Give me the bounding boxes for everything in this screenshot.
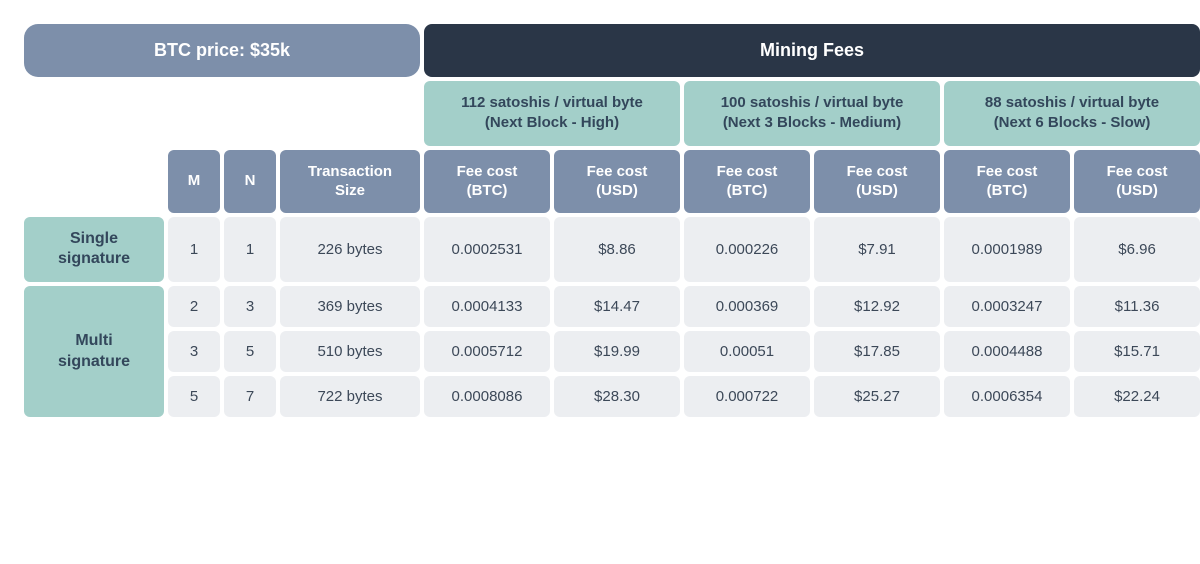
cell-fee-usd: $17.85 bbox=[814, 331, 940, 372]
col-fee-btc-1: Fee cost (BTC) bbox=[684, 150, 810, 213]
col-fee-btc-2: Fee cost (BTC) bbox=[944, 150, 1070, 213]
col-fee-usd-2: Fee cost (USD) bbox=[1074, 150, 1200, 213]
cell-fee-usd: $25.27 bbox=[814, 376, 940, 417]
cell-fee-btc: 0.0005712 bbox=[424, 331, 550, 372]
cell-size: 510 bytes bbox=[280, 331, 420, 372]
cell-size: 722 bytes bbox=[280, 376, 420, 417]
col-m: M bbox=[168, 150, 220, 213]
row-group-multi: Multi signature bbox=[24, 286, 164, 417]
tier-high-line1: 112 satoshis / virtual byte bbox=[461, 94, 643, 111]
cell-m: 1 bbox=[168, 217, 220, 283]
tier-medium: 100 satoshis / virtual byte (Next 3 Bloc… bbox=[684, 81, 940, 146]
cell-size: 369 bytes bbox=[280, 286, 420, 327]
cell-fee-usd: $15.71 bbox=[1074, 331, 1200, 372]
table-row: 3 5 510 bytes 0.0005712 $19.99 0.00051 $… bbox=[24, 331, 1200, 372]
table-row: Multi signature 2 3 369 bytes 0.0004133 … bbox=[24, 286, 1200, 327]
tier-slow: 88 satoshis / virtual byte (Next 6 Block… bbox=[944, 81, 1200, 146]
cell-m: 5 bbox=[168, 376, 220, 417]
tier-high: 112 satoshis / virtual byte (Next Block … bbox=[424, 81, 680, 146]
cell-fee-btc: 0.00051 bbox=[684, 331, 810, 372]
tier-slow-line2: (Next 6 Blocks - Slow) bbox=[994, 114, 1151, 131]
btc-price-pill: BTC price: $35k bbox=[24, 24, 420, 77]
cell-fee-btc: 0.0002531 bbox=[424, 217, 550, 283]
cell-fee-btc: 0.0004133 bbox=[424, 286, 550, 327]
cell-fee-btc: 0.000369 bbox=[684, 286, 810, 327]
tier-slow-line1: 88 satoshis / virtual byte bbox=[985, 94, 1159, 111]
cell-fee-btc: 0.0003247 bbox=[944, 286, 1070, 327]
table-row: Single signature 1 1 226 bytes 0.0002531… bbox=[24, 217, 1200, 283]
col-fee-usd-0: Fee cost (USD) bbox=[554, 150, 680, 213]
cell-fee-usd: $22.24 bbox=[1074, 376, 1200, 417]
cell-fee-usd: $28.30 bbox=[554, 376, 680, 417]
col-tx-size: Transaction Size bbox=[280, 150, 420, 213]
cell-n: 5 bbox=[224, 331, 276, 372]
spacer bbox=[24, 150, 164, 213]
tier-medium-line2: (Next 3 Blocks - Medium) bbox=[723, 114, 901, 131]
cell-fee-btc: 0.000722 bbox=[684, 376, 810, 417]
cell-fee-usd: $6.96 bbox=[1074, 217, 1200, 283]
cell-fee-usd: $11.36 bbox=[1074, 286, 1200, 327]
cell-fee-btc: 0.0008086 bbox=[424, 376, 550, 417]
tier-high-line2: (Next Block - High) bbox=[485, 114, 619, 131]
col-fee-btc-0: Fee cost (BTC) bbox=[424, 150, 550, 213]
cell-m: 3 bbox=[168, 331, 220, 372]
col-fee-usd-1: Fee cost (USD) bbox=[814, 150, 940, 213]
cell-n: 1 bbox=[224, 217, 276, 283]
mining-fees-table: BTC price: $35k Mining Fees 112 satoshis… bbox=[20, 20, 1200, 421]
cell-fee-usd: $12.92 bbox=[814, 286, 940, 327]
cell-fee-btc: 0.0004488 bbox=[944, 331, 1070, 372]
cell-m: 2 bbox=[168, 286, 220, 327]
cell-n: 7 bbox=[224, 376, 276, 417]
table-row: 5 7 722 bytes 0.0008086 $28.30 0.000722 … bbox=[24, 376, 1200, 417]
cell-size: 226 bytes bbox=[280, 217, 420, 283]
spacer bbox=[24, 81, 420, 146]
cell-fee-usd: $8.86 bbox=[554, 217, 680, 283]
mining-fees-header: Mining Fees bbox=[424, 24, 1200, 77]
cell-fee-usd: $19.99 bbox=[554, 331, 680, 372]
col-n: N bbox=[224, 150, 276, 213]
row-group-single: Single signature bbox=[24, 217, 164, 283]
cell-fee-usd: $7.91 bbox=[814, 217, 940, 283]
cell-n: 3 bbox=[224, 286, 276, 327]
cell-fee-btc: 0.000226 bbox=[684, 217, 810, 283]
tier-medium-line1: 100 satoshis / virtual byte bbox=[721, 94, 904, 111]
cell-fee-usd: $14.47 bbox=[554, 286, 680, 327]
cell-fee-btc: 0.0001989 bbox=[944, 217, 1070, 283]
cell-fee-btc: 0.0006354 bbox=[944, 376, 1070, 417]
